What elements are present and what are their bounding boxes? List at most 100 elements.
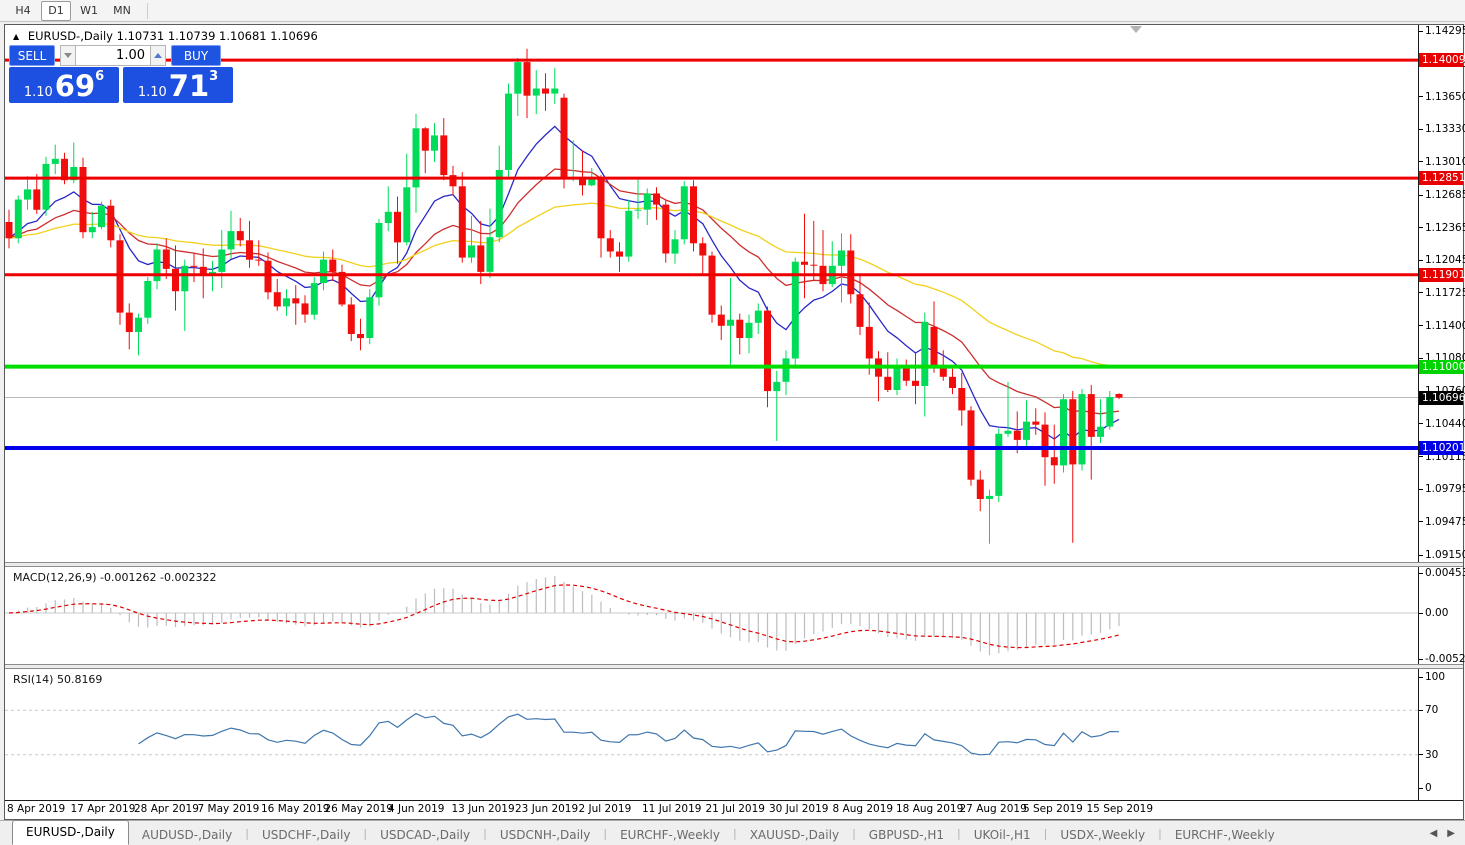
chart-tab-usdcnh-daily[interactable]: USDCNH-,Daily bbox=[499, 828, 591, 842]
spin-down-icon bbox=[64, 53, 72, 58]
chart-tab-eurchf-weekly[interactable]: EURCHF-,Weekly bbox=[620, 828, 720, 842]
price-line-badge-1-11901: 1.11901 bbox=[1419, 267, 1465, 282]
price-tick: 1.14295 bbox=[1419, 25, 1465, 37]
rsi-tick: 0 bbox=[1419, 782, 1432, 794]
chart-tab-bar: EURUSD-,Daily AUDUSD-,Daily | USDCHF-,Daily… bbox=[0, 820, 1465, 845]
timeframe-button-mn[interactable]: MN bbox=[113, 3, 131, 17]
chart-window: ▲ EURUSD-,Daily 1.10731 1.10739 1.10681 … bbox=[4, 24, 1465, 820]
tab-scroll-left-icon[interactable]: ◀ bbox=[1429, 827, 1438, 839]
price-line-badge-1-11000: 1.11000 bbox=[1419, 359, 1465, 374]
tab-divider: | bbox=[1158, 826, 1162, 840]
date-label: 8 Apr 2019 bbox=[7, 803, 66, 815]
date-label: 26 May 2019 bbox=[324, 803, 393, 815]
tab-divider: | bbox=[245, 826, 249, 840]
buy-price-prefix: 1.10 bbox=[137, 85, 167, 100]
date-label: 30 Jul 2019 bbox=[769, 803, 829, 815]
one-click-trading-panel: SELL BUY 1.10 69 6 1.10 71 3 bbox=[9, 45, 233, 103]
tab-divider: | bbox=[483, 826, 487, 840]
tab-divider: | bbox=[1043, 826, 1048, 840]
tab-scroll-controls: ◀ ▶ bbox=[1430, 828, 1465, 839]
chart-tab-eurusd-daily[interactable]: EURUSD-,Daily bbox=[12, 820, 129, 845]
price-line-badge-1-10201: 1.10201 bbox=[1419, 441, 1465, 455]
timeframe-button-d1[interactable]: D1 bbox=[41, 0, 71, 21]
price-line-badge-1-14009: 1.14009 bbox=[1419, 53, 1465, 68]
date-label: 4 Jun 2019 bbox=[388, 803, 445, 815]
price-tick: 1.12685 bbox=[1419, 189, 1465, 201]
chart-ohlc-values: 1.10731 1.10739 1.10681 1.10696 bbox=[116, 29, 318, 43]
price-tick: 1.09475 bbox=[1419, 516, 1465, 528]
pane-splitter[interactable] bbox=[5, 562, 1463, 567]
buy-price-main: 71 bbox=[168, 69, 210, 103]
chart-tab-ukoil-h1[interactable]: UKOil-,H1 bbox=[973, 828, 1031, 842]
price-tick: 1.10440 bbox=[1419, 418, 1465, 430]
sell-price-main: 69 bbox=[54, 69, 96, 103]
date-label: 23 Jun 2019 bbox=[515, 803, 579, 815]
chart-tab-xauusd-daily[interactable]: XAUUSD-,Daily bbox=[749, 828, 840, 842]
collapse-trade-panel-icon[interactable]: ▲ bbox=[13, 32, 20, 41]
time-axis[interactable]: 8 Apr 2019 17 Apr 2019 28 Apr 2019 7 May 20… bbox=[5, 800, 1463, 818]
date-label: 2 Jul 2019 bbox=[578, 803, 632, 815]
macd-tick: 0.004536 bbox=[1419, 567, 1465, 579]
price-tick: 1.13330 bbox=[1419, 123, 1465, 135]
volume-decrease-button[interactable] bbox=[60, 45, 76, 66]
macd-tick: -0.005205 bbox=[1419, 653, 1465, 665]
chart-shift-marker-icon[interactable] bbox=[1130, 26, 1142, 33]
volume-increase-button[interactable] bbox=[150, 45, 166, 66]
sell-price-box[interactable]: 1.10 69 6 bbox=[9, 67, 119, 103]
date-label: 28 Apr 2019 bbox=[134, 803, 199, 815]
price-line-badge-1-12851: 1.12851 bbox=[1419, 171, 1465, 186]
date-label: 7 May 2019 bbox=[197, 803, 260, 815]
price-axis[interactable]: 1.142951.139751.136501.133301.130101.126… bbox=[1419, 25, 1465, 800]
chart-symbol-label: EURUSD-,Daily bbox=[27, 29, 113, 43]
tab-divider: | bbox=[363, 826, 368, 840]
chart-tab-usdcad-daily[interactable]: USDCAD-,Daily bbox=[380, 828, 471, 842]
timeframe-button-h4[interactable]: H4 bbox=[15, 3, 31, 17]
price-tick: 1.09150 bbox=[1419, 549, 1465, 561]
date-label: 15 Sep 2019 bbox=[1086, 803, 1154, 815]
price-tick: 1.12045 bbox=[1419, 254, 1465, 266]
macd-label: MACD(12,26,9) -0.001262 -0.002322 bbox=[13, 571, 217, 584]
price-axis-border bbox=[1418, 25, 1419, 800]
date-label: 5 Sep 2019 bbox=[1023, 803, 1083, 815]
date-label: 21 Jul 2019 bbox=[705, 803, 765, 815]
price-tick: 1.09795 bbox=[1419, 483, 1465, 495]
timeframe-button-w1[interactable]: W1 bbox=[80, 3, 98, 17]
chart-tab-eurchf-weekly[interactable]: EURCHF-,Weekly bbox=[1174, 828, 1275, 842]
sell-price-prefix: 1.10 bbox=[23, 85, 53, 100]
volume-input[interactable] bbox=[76, 45, 150, 66]
rsi-tick: 70 bbox=[1419, 704, 1438, 716]
date-label: 16 May 2019 bbox=[261, 803, 330, 815]
buy-price-pip: 3 bbox=[209, 69, 219, 84]
price-tick: 1.11400 bbox=[1419, 320, 1465, 332]
price-tick: 1.11725 bbox=[1419, 287, 1465, 299]
date-label: 17 Apr 2019 bbox=[70, 803, 136, 815]
buy-button[interactable]: BUY bbox=[171, 45, 221, 66]
chart-tab-gbpusd-h1[interactable]: GBPUSD-,H1 bbox=[868, 828, 944, 842]
date-label: 13 Jun 2019 bbox=[451, 803, 515, 815]
price-line-badge-1-10696: 1.10696 bbox=[1419, 390, 1465, 405]
rsi-label: RSI(14) 50.8169 bbox=[13, 673, 103, 686]
chart-tab-usdchf-daily[interactable]: USDCHF-,Daily bbox=[261, 828, 351, 842]
buy-price-box[interactable]: 1.10 71 3 bbox=[123, 67, 233, 103]
price-chart-canvas[interactable] bbox=[5, 25, 1418, 562]
tab-divider: | bbox=[603, 826, 608, 840]
timeframe-toolbar: H4 D1 W1 MN bbox=[0, 0, 1465, 22]
sell-price-pip: 6 bbox=[95, 69, 105, 84]
tab-divider: | bbox=[732, 826, 737, 840]
price-tick: 1.13650 bbox=[1419, 91, 1465, 103]
date-label: 27 Aug 2019 bbox=[959, 803, 1027, 815]
chart-tab-usdx-weekly[interactable]: USDX-,Weekly bbox=[1060, 828, 1146, 842]
macd-tick: 0.00 bbox=[1419, 607, 1448, 619]
date-label: 18 Aug 2019 bbox=[896, 803, 964, 815]
pane-splitter[interactable] bbox=[5, 664, 1463, 669]
rsi-tick: 100 bbox=[1419, 671, 1445, 683]
macd-indicator-pane[interactable] bbox=[5, 567, 1418, 664]
chart-title: ▲ EURUSD-,Daily 1.10731 1.10739 1.10681 … bbox=[13, 29, 318, 43]
price-tick: 1.13010 bbox=[1419, 156, 1465, 168]
chart-tab-audusd-daily[interactable]: AUDUSD-,Daily bbox=[141, 828, 233, 842]
spin-up-icon bbox=[154, 53, 162, 58]
sell-button[interactable]: SELL bbox=[9, 45, 55, 66]
tab-scroll-right-icon[interactable]: ▶ bbox=[1447, 827, 1455, 839]
rsi-indicator-pane[interactable] bbox=[5, 669, 1418, 800]
rsi-tick: 30 bbox=[1419, 749, 1438, 761]
